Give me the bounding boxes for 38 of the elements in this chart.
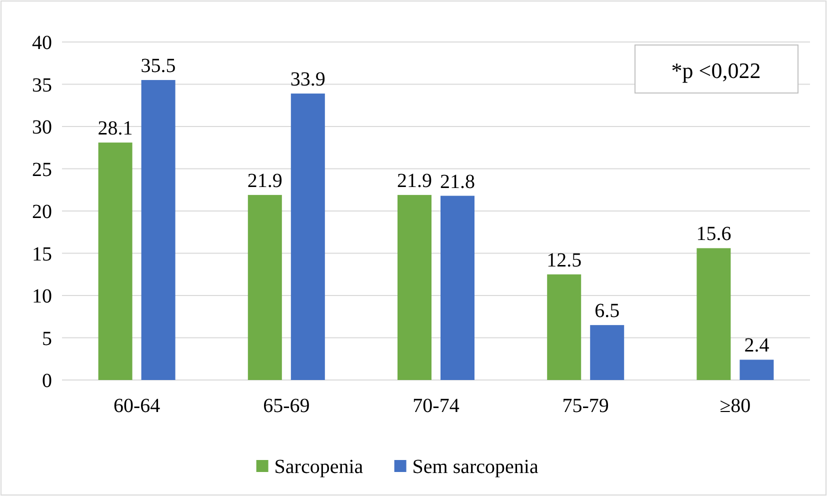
x-tick-label: 75-79	[562, 395, 609, 417]
note-box: *p <0,022	[634, 44, 798, 94]
x-tick-label: 60-64	[113, 395, 160, 417]
y-tick-label: 25	[32, 158, 52, 181]
bar	[98, 142, 132, 380]
y-tick-label: 30	[32, 116, 52, 138]
annotation: *p <0,022	[671, 58, 761, 83]
y-tick-label: 10	[32, 286, 52, 308]
x-tick-label: 65-69	[263, 395, 310, 417]
bar	[590, 325, 624, 380]
data-label: 15.6	[696, 223, 732, 246]
x-tick-label: ≥80	[720, 395, 751, 417]
y-tick-label: 0	[42, 370, 52, 392]
bar	[547, 274, 582, 380]
bar	[248, 194, 282, 380]
data-label: 28.1	[98, 118, 133, 140]
bar	[141, 80, 176, 380]
y-tick-label: 15	[32, 243, 52, 266]
bar	[440, 196, 474, 380]
bar	[696, 248, 731, 380]
data-label: 2.4	[744, 334, 770, 357]
y-tick-label: 40	[32, 32, 52, 54]
data-label: 21.9	[247, 170, 282, 192]
x-tick-label: 70-74	[412, 395, 460, 417]
legend-label: Sem sarcopenia	[412, 456, 538, 478]
data-label: 33.9	[290, 68, 326, 91]
bar	[740, 360, 774, 380]
data-label: 35.5	[140, 55, 176, 78]
y-tick-label: 35	[32, 74, 52, 96]
y-tick-label: 5	[42, 328, 52, 350]
y-tick-label: 20	[32, 201, 52, 223]
data-label: 6.5	[594, 300, 620, 322]
data-label: 21.9	[397, 170, 432, 192]
bar	[398, 194, 432, 380]
legend-label: Sarcopenia	[274, 456, 364, 478]
data-label: 21.8	[440, 170, 475, 193]
bar	[290, 94, 325, 380]
data-label: 12.5	[546, 249, 582, 272]
